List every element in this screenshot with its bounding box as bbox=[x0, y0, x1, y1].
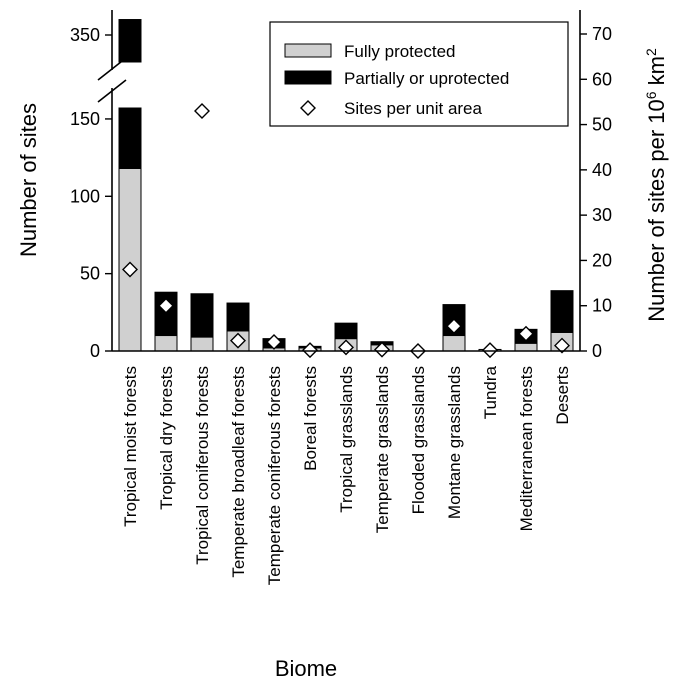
legend-label-partially-protected: Partially or uprotected bbox=[344, 69, 509, 88]
axis-break-mark-top bbox=[97, 57, 127, 81]
right-tick-label: 20 bbox=[592, 250, 612, 270]
right-tick-label: 10 bbox=[592, 296, 612, 316]
legend-label-sites-per-area: Sites per unit area bbox=[344, 99, 483, 118]
marker-sites-per-area bbox=[266, 333, 282, 350]
bar-fully-protected bbox=[190, 336, 214, 352]
marker-sites-per-area bbox=[122, 261, 138, 278]
legend: Fully protected Partially or uprotected … bbox=[269, 21, 569, 127]
right-tick-label: 60 bbox=[592, 69, 612, 89]
category-label: Montane grasslands bbox=[445, 366, 464, 519]
category-label: Tropical dry forests bbox=[157, 366, 176, 510]
right-tick-label: 0 bbox=[592, 341, 602, 361]
category-label: Mediterranean forests bbox=[517, 366, 536, 531]
bar-fully-protected bbox=[118, 167, 142, 352]
legend-swatch-fully-protected bbox=[284, 43, 332, 58]
right-tick-label: 30 bbox=[592, 205, 612, 225]
axes bbox=[97, 10, 581, 352]
left-tick-label-upper: 350 bbox=[70, 25, 100, 45]
bar-partially-protected bbox=[154, 291, 178, 337]
bar-partially-protected bbox=[118, 107, 142, 169]
bar-partially-protected bbox=[190, 293, 214, 338]
legend-swatch-partially-protected bbox=[284, 70, 332, 85]
bar-fully-protected bbox=[442, 335, 466, 352]
marker-sites-per-area bbox=[554, 337, 570, 354]
marker-sites-per-area bbox=[230, 332, 246, 349]
y-axis-title: Number of sites bbox=[16, 103, 41, 257]
category-labels: Tropical moist forests Tropical dry fores… bbox=[121, 365, 572, 585]
markers bbox=[122, 102, 570, 359]
category-label: Deserts bbox=[553, 366, 572, 425]
left-tick-label: 100 bbox=[70, 186, 100, 206]
marker-sites-per-area bbox=[194, 102, 210, 119]
left-ticks: 0 50 100 150 350 bbox=[70, 25, 112, 361]
bar-partially-protected bbox=[550, 290, 574, 333]
y2-title-mid: km bbox=[644, 56, 669, 91]
y2-title-sup1: 6 bbox=[643, 91, 659, 99]
bar-fully-protected bbox=[514, 342, 538, 352]
category-label: Temperate coniferous forests bbox=[265, 366, 284, 585]
y2-title-sup2: 2 bbox=[643, 48, 659, 56]
legend-label-fully-protected: Fully protected bbox=[344, 42, 456, 61]
right-tick-label: 50 bbox=[592, 115, 612, 135]
marker-sites-per-area bbox=[302, 342, 318, 359]
legend-marker-diamond bbox=[300, 100, 316, 116]
marker-sites-per-area bbox=[446, 318, 462, 335]
category-label: Tropical moist forests bbox=[121, 366, 140, 527]
y2-title-main: Number of sites per 10 bbox=[644, 99, 669, 322]
category-label: Flooded grasslands bbox=[409, 366, 428, 514]
marker-sites-per-area bbox=[158, 297, 174, 314]
bar-partially-protected bbox=[226, 302, 250, 332]
bar-partially-protected bbox=[334, 322, 358, 340]
bar-partially-protected-upper bbox=[118, 19, 142, 63]
y2-axis-title: Number of sites per 106 km2 bbox=[643, 48, 669, 322]
category-label: Temperate grasslands bbox=[373, 366, 392, 533]
left-tick-label: 0 bbox=[90, 341, 100, 361]
marker-sites-per-area bbox=[374, 341, 390, 358]
category-label: Tropical coniferous forests bbox=[193, 366, 212, 565]
bar-fully-protected bbox=[154, 335, 178, 352]
category-label: Boreal forests bbox=[301, 366, 320, 471]
left-tick-label: 150 bbox=[70, 109, 100, 129]
category-label: Tropical grasslands bbox=[337, 366, 356, 513]
right-tick-label: 70 bbox=[592, 24, 612, 44]
category-label: Tundra bbox=[481, 365, 500, 419]
right-ticks: 0 10 20 30 40 50 60 70 bbox=[580, 24, 612, 361]
marker-sites-per-area bbox=[518, 325, 534, 342]
x-axis-title: Biome bbox=[275, 656, 337, 681]
category-label: Temperate broadleaf forests bbox=[229, 366, 248, 578]
left-tick-label: 50 bbox=[80, 264, 100, 284]
right-tick-label: 40 bbox=[592, 160, 612, 180]
marker-sites-per-area bbox=[482, 342, 498, 359]
axis-break-mark-bottom bbox=[97, 79, 127, 103]
